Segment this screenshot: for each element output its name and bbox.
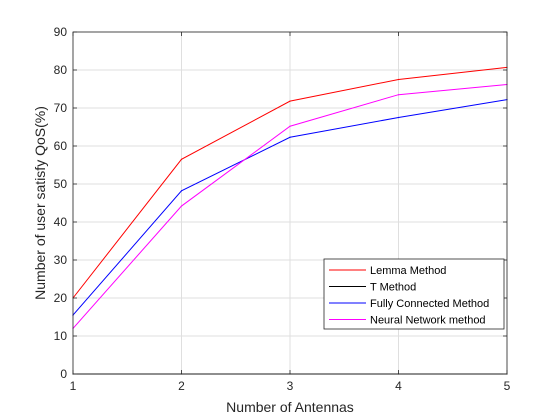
y-tick-label: 60 (54, 139, 68, 153)
y-tick-label: 30 (54, 253, 68, 267)
data-point (180, 190, 183, 192)
x-tick-label: 3 (287, 379, 294, 393)
data-point (180, 158, 183, 160)
legend-label: Fully Connected Method (370, 298, 489, 310)
x-tick-label: 2 (178, 379, 185, 393)
y-axis-label: Number of user satisfy QoS(%) (32, 106, 48, 300)
data-point (289, 125, 291, 127)
legend-box (323, 258, 505, 330)
y-tick-label: 70 (54, 101, 68, 115)
y-tick-label: 0 (60, 367, 67, 381)
data-point (397, 116, 400, 119)
x-tick-labels: 1 2 3 4 5 (70, 379, 511, 393)
x-axis-label: Number of Antennas (226, 399, 354, 415)
y-tick-label: 40 (54, 215, 68, 229)
legend-label: Neural Network method (370, 315, 486, 327)
y-tick-label: 80 (54, 63, 68, 77)
y-tick-label: 10 (54, 329, 68, 343)
x-tick-label: 4 (395, 379, 402, 393)
x-tick-label: 5 (504, 379, 511, 393)
legend: Lemma Method T Method Fully Connected Meth… (323, 258, 505, 330)
data-point (397, 94, 400, 96)
data-point (289, 136, 291, 138)
y-tick-label: 90 (54, 25, 68, 39)
data-point (180, 205, 183, 207)
y-tick-labels: 0 10 20 30 40 50 60 70 80 90 (54, 25, 68, 381)
legend-label: Lemma Method (370, 265, 446, 277)
x-tick-label: 1 (70, 379, 77, 393)
y-tick-label: 50 (54, 177, 68, 191)
data-point (289, 100, 291, 102)
data-point (397, 78, 400, 81)
y-tick-label: 20 (54, 291, 68, 305)
legend-label: T Method (370, 282, 416, 294)
